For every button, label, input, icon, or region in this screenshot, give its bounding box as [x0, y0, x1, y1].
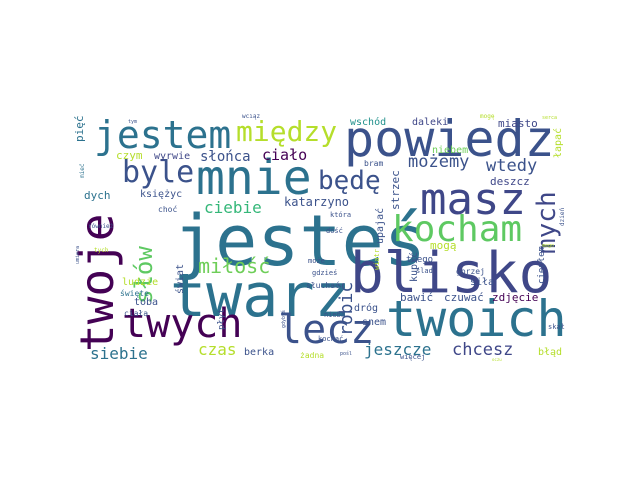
word-drog: dróg [354, 303, 379, 314]
word-nieba: nieba [324, 311, 346, 319]
word-miec: mieć [79, 163, 86, 178]
word-milosc: miłość [198, 254, 271, 278]
word-berka: berka [244, 347, 275, 358]
word-ksiezyc: księżyc [140, 189, 183, 200]
word-zdjecie: zdjęcie [492, 291, 539, 304]
word-upajac: upajać [375, 207, 386, 244]
word-jestem: jestem [94, 114, 232, 157]
word-czas: czas [198, 340, 237, 359]
word-sluchac: słuchać [306, 281, 340, 290]
word-mozemy: możemy [408, 152, 470, 172]
word-jeszcze: jeszcze [364, 340, 432, 359]
word-swiete: święte [120, 289, 149, 298]
word-niebem: niebem [432, 145, 469, 156]
word-posl: pośl [340, 351, 353, 357]
word-choc: choć [158, 205, 178, 214]
word-tych: tych [94, 247, 109, 254]
word-wciaz: wciąż [242, 114, 261, 120]
word-kochac: kochać [318, 335, 344, 343]
word-byle: byle [122, 155, 195, 190]
word-rowniez: również [88, 223, 114, 230]
word-slad: ślad [416, 267, 433, 275]
word-bede: będę [318, 166, 381, 196]
word-chcesz: chcesz [452, 340, 514, 360]
word-twego: twego [406, 255, 434, 265]
word-cieplem: ciepłem [537, 246, 547, 284]
word-twoje: twoje [72, 213, 124, 352]
word-slonca: słońca [200, 149, 251, 165]
word-umiera: umiera [75, 245, 81, 264]
word-strzec: strzec [389, 170, 402, 210]
word-wtedy: wtedy [486, 156, 538, 176]
word-bawic: bawić [400, 291, 434, 304]
word-snem: snem [362, 317, 387, 328]
word-cialo: ciało [262, 146, 308, 164]
word-miedzy: między [236, 115, 338, 148]
word-moga: mogą [430, 239, 457, 252]
word-toba: toba [134, 297, 159, 308]
word-katarzyno: katarzyno [284, 195, 350, 209]
word-lecz: lecz [278, 307, 375, 353]
word-twarz: twarz [170, 261, 351, 331]
word-daleki: daleki [412, 117, 449, 128]
word-mego: mego [542, 243, 555, 249]
word-tym: tym [128, 119, 138, 125]
word-wschod: wschód [350, 117, 387, 128]
word-czym: czym [116, 149, 143, 162]
word-masz: masz [420, 174, 526, 225]
word-sila: siła [470, 277, 495, 288]
word-wiatr: wiatr [373, 248, 381, 270]
word-moze: może [308, 257, 325, 265]
word-swiat: świat [175, 263, 186, 294]
word-ludzie: ludzie [122, 277, 159, 288]
word-serca: serca [542, 115, 558, 121]
word-lapac: łapać [553, 127, 564, 158]
word-dych: dych [84, 189, 111, 202]
word-mnie: mnie [196, 150, 312, 206]
word-powiedz: powiedz [344, 114, 555, 168]
word-twych: twych [122, 301, 243, 347]
word-cloud: jesteś twarz blisko twoich powiedz mnie … [72, 114, 570, 367]
word-siebie: siebie [90, 344, 148, 363]
word-oczu: oczu [492, 357, 502, 362]
word-dzien: dzień [559, 207, 566, 226]
word-moge: mogę [480, 114, 495, 120]
word-plyt: płyt [217, 308, 227, 330]
word-ciebie: ciebie [204, 198, 262, 217]
word-wyrwie: wyrwie [154, 151, 191, 162]
word-deszcz: deszcz [490, 175, 530, 188]
word-gdzies: gdzieś [312, 269, 338, 277]
word-kocham: kocham [392, 209, 523, 250]
word-blad: błąd [538, 347, 563, 358]
word-czuwac: czuwać [444, 291, 484, 304]
word-miasto: miasto [498, 117, 538, 130]
word-skal: skał [548, 323, 565, 331]
word-gdybys: gdybyś [281, 309, 287, 328]
word-wiecej: więcej [400, 353, 426, 361]
word-ciala: ciała [124, 309, 149, 318]
word-dosc: dość [326, 227, 343, 235]
word-piec: pięć [73, 115, 86, 143]
word-jestes: jesteś [173, 200, 426, 282]
word-bram: bram [364, 159, 384, 168]
word-twoich: twoich [386, 290, 567, 348]
word-blisko: blisko [350, 241, 553, 306]
word-ktora: która [330, 211, 352, 219]
word-zadna: żadna [300, 351, 325, 360]
word-gorzej: gorzej [456, 267, 485, 276]
